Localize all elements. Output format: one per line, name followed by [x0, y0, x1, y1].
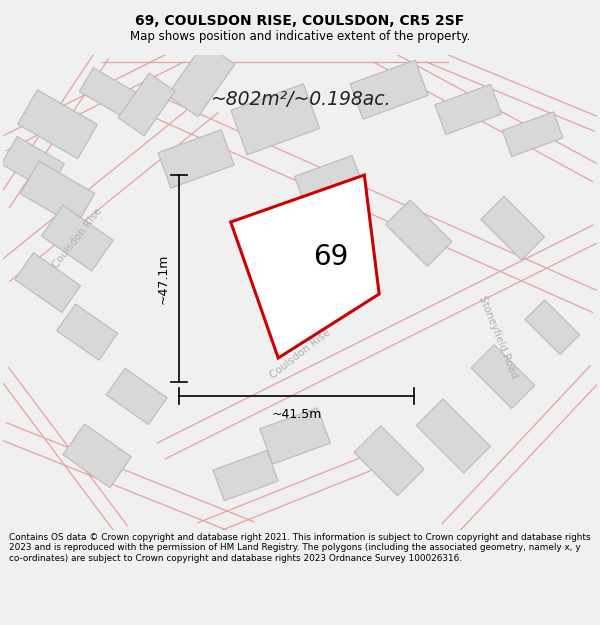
- Text: Coulsdon Rise: Coulsdon Rise: [268, 328, 332, 381]
- Text: Contains OS data © Crown copyright and database right 2021. This information is : Contains OS data © Crown copyright and d…: [9, 533, 590, 562]
- Polygon shape: [57, 304, 118, 360]
- Polygon shape: [158, 130, 234, 188]
- Text: ~47.1m: ~47.1m: [157, 253, 169, 304]
- Text: Stoneyfield Road: Stoneyfield Road: [477, 294, 519, 380]
- Polygon shape: [350, 60, 428, 119]
- Polygon shape: [41, 205, 113, 271]
- Polygon shape: [416, 399, 490, 473]
- Polygon shape: [435, 84, 502, 134]
- Polygon shape: [231, 84, 320, 155]
- Polygon shape: [260, 408, 331, 464]
- Text: 69, COULSDON RISE, COULSDON, CR5 2SF: 69, COULSDON RISE, COULSDON, CR5 2SF: [136, 14, 464, 28]
- Polygon shape: [15, 253, 80, 312]
- Text: Map shows position and indicative extent of the property.: Map shows position and indicative extent…: [130, 30, 470, 43]
- Text: ~802m²/~0.198ac.: ~802m²/~0.198ac.: [210, 90, 390, 109]
- Text: 69: 69: [313, 243, 349, 271]
- Text: Coulsdon Rise: Coulsdon Rise: [51, 206, 104, 270]
- Polygon shape: [481, 196, 545, 260]
- Polygon shape: [106, 368, 167, 424]
- Polygon shape: [1, 136, 64, 191]
- Polygon shape: [17, 90, 97, 159]
- Polygon shape: [295, 156, 365, 212]
- Text: ~41.5m: ~41.5m: [271, 408, 322, 421]
- Polygon shape: [213, 451, 278, 501]
- Polygon shape: [231, 175, 379, 358]
- Polygon shape: [20, 161, 95, 226]
- Polygon shape: [386, 200, 452, 266]
- Polygon shape: [502, 112, 563, 156]
- Polygon shape: [167, 42, 235, 117]
- Polygon shape: [79, 68, 145, 121]
- Polygon shape: [471, 345, 535, 409]
- Polygon shape: [63, 424, 131, 488]
- Polygon shape: [118, 73, 175, 136]
- Polygon shape: [525, 300, 580, 354]
- Polygon shape: [354, 426, 424, 496]
